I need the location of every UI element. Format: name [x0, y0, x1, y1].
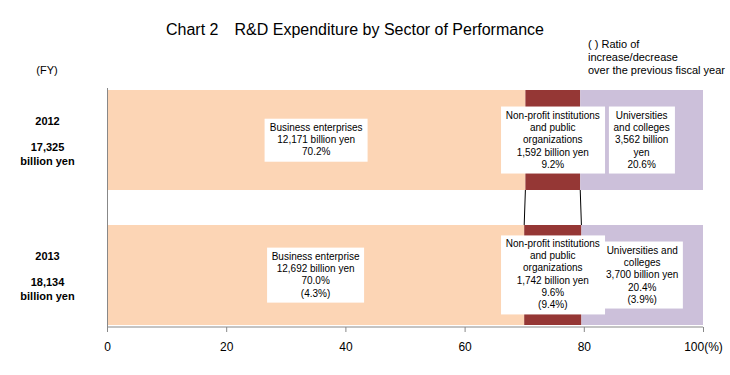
html-text:colleges: colleges — [623, 256, 661, 268]
html-text:and public: and public — [530, 121, 576, 133]
html-text:(3.9%): (3.9%) — [627, 293, 657, 305]
html-text:( ) Ratio of: ( ) Ratio of — [588, 38, 640, 50]
html-text:70.0%: 70.0% — [301, 275, 330, 286]
html-text:20.6%: 20.6% — [627, 158, 656, 170]
html-text:increase/decrease: increase/decrease — [588, 51, 678, 64]
html-text:9.2%: 9.2% — [541, 158, 565, 170]
html-text:organizations: organizations — [523, 133, 583, 145]
html-text:(FY): (FY) — [36, 64, 58, 76]
svg-text:0: 0 — [104, 340, 111, 354]
html-text:and public: and public — [530, 250, 576, 262]
html-text:and colleges: and colleges — [613, 121, 670, 133]
html-text:Chart 2 R&D Expenditure by Sec: Chart 2 R&D Expenditure by Sector of Per… — [166, 21, 544, 38]
html-text:Business enterprise: Business enterprise — [271, 250, 360, 262]
svg-text:2013 18,134billion yen: 2013 18,134billion yen — [20, 250, 75, 302]
html-text:3,562 billion: 3,562 billion — [614, 133, 669, 145]
svg-text:80: 80 — [578, 340, 592, 354]
html-text:12,692 billion yen: 12,692 billion yen — [276, 262, 355, 274]
html-text:(9.4%): (9.4%) — [538, 299, 568, 311]
svg-text:2012 17,325billion yen: 2012 17,325billion yen — [20, 115, 75, 167]
html-text:Universities and: Universities and — [606, 244, 678, 256]
svg-text:40: 40 — [339, 340, 353, 354]
svg-text:Business enterprises: Business enterprises — [269, 121, 363, 133]
html-text:(4.3%): (4.3%) — [300, 287, 331, 299]
svg-text:20: 20 — [220, 340, 234, 354]
html-text:12,171 billion yen: 12,171 billion yen — [277, 133, 356, 145]
html-text:organizations: organizations — [523, 262, 583, 274]
svg-text:100(%): 100(%) — [684, 340, 723, 354]
html-text:9.6%: 9.6% — [541, 287, 565, 299]
html-text:1,592 billion yen: 1,592 billion yen — [516, 146, 589, 158]
html-text:20.4%: 20.4% — [628, 281, 657, 293]
html-text:Universities: Universities — [615, 109, 668, 121]
html-text:yen: yen — [633, 146, 650, 158]
html-text:1,742 billion yen: 1,742 billion yen — [516, 275, 589, 286]
html-text:Non-profit institutions: Non-profit institutions — [505, 238, 600, 250]
html-text:70.2%: 70.2% — [302, 146, 331, 158]
html-text:Non-profit institutions: Non-profit institutions — [505, 109, 600, 121]
html-text:over the previous fiscal year: over the previous fiscal year — [588, 64, 725, 77]
html-text:3,700 billion yen: 3,700 billion yen — [606, 268, 679, 280]
svg-text:60: 60 — [458, 340, 472, 354]
